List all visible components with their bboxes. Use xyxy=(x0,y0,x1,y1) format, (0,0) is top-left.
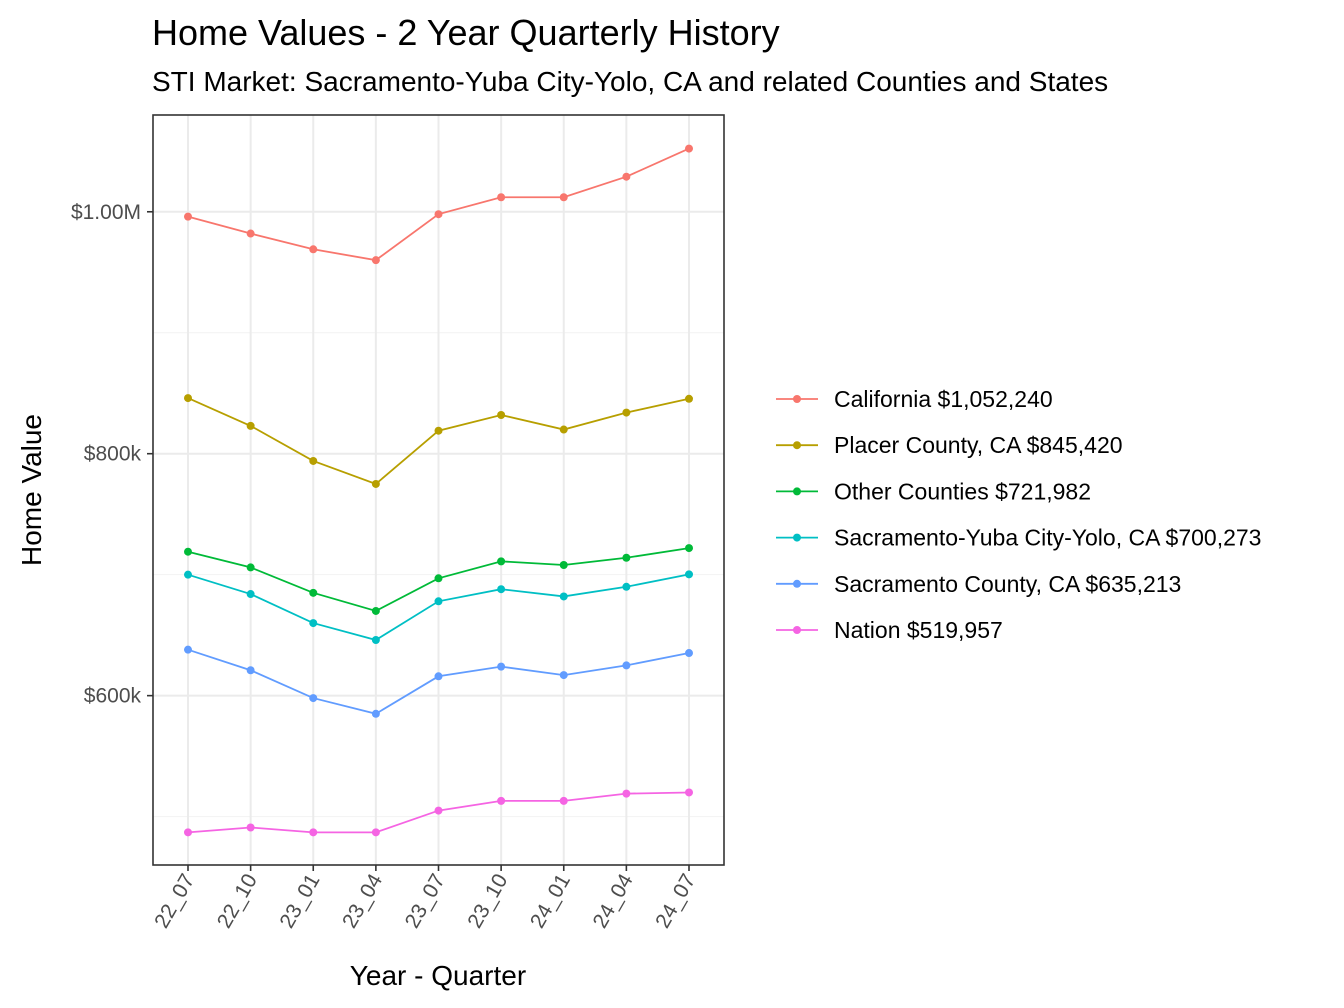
legend-item: Placer County, CA $845,420 xyxy=(776,432,1123,458)
data-point xyxy=(309,828,318,837)
legend-key-point xyxy=(793,626,801,634)
data-point xyxy=(184,828,192,837)
data-point xyxy=(309,245,318,254)
data-point xyxy=(497,193,506,202)
data-point xyxy=(685,544,693,553)
data-point xyxy=(497,585,506,594)
chart-title: Home Values - 2 Year Quarterly History xyxy=(152,12,780,53)
data-point xyxy=(371,636,380,644)
legend-item: California $1,052,240 xyxy=(776,386,1053,412)
data-point xyxy=(309,694,318,703)
data-point xyxy=(184,212,192,221)
data-point xyxy=(559,561,568,569)
series-group xyxy=(184,570,693,644)
data-point xyxy=(246,421,255,430)
x-axis-title: Year - Quarter xyxy=(350,960,526,991)
data-point xyxy=(246,229,255,238)
x-tick-label: 23_07 xyxy=(401,870,450,932)
data-point xyxy=(497,662,506,671)
data-point xyxy=(309,456,318,465)
y-tick-label: $600k xyxy=(84,685,142,708)
data-point xyxy=(497,557,506,566)
x-tick-label: 24_07 xyxy=(651,870,700,932)
legend-key-point xyxy=(793,533,801,542)
data-point xyxy=(184,570,192,579)
data-point xyxy=(184,547,192,556)
grid-lines xyxy=(153,115,724,865)
y-axis-title: Home Value xyxy=(16,414,47,566)
data-point xyxy=(371,709,380,718)
data-point xyxy=(371,479,380,488)
data-point xyxy=(559,592,568,601)
legend-item: Other Counties $721,982 xyxy=(776,478,1091,504)
data-point xyxy=(309,588,318,597)
data-point xyxy=(246,823,255,832)
x-tick-label: 23_04 xyxy=(338,870,387,932)
x-tick-label: 22_07 xyxy=(150,870,199,932)
legend-label: Sacramento County, CA $635,213 xyxy=(834,571,1181,597)
x-tick-label: 23_01 xyxy=(275,870,324,932)
data-point xyxy=(434,597,443,606)
data-point xyxy=(622,661,631,670)
data-point xyxy=(371,606,380,615)
x-tick-label: 23_10 xyxy=(463,870,512,932)
series-group xyxy=(184,544,693,615)
data-point xyxy=(559,796,568,805)
legend-key-point xyxy=(793,487,801,496)
series-group xyxy=(184,394,693,488)
y-tick-label: $1.00M xyxy=(71,201,141,224)
legend-key-point xyxy=(793,579,801,588)
series-group xyxy=(184,788,693,837)
data-point xyxy=(184,394,192,403)
data-point xyxy=(559,193,568,202)
legend: California $1,052,240 Placer County, CA $… xyxy=(776,386,1261,643)
data-point xyxy=(246,563,255,572)
data-point xyxy=(246,590,255,599)
data-point xyxy=(622,172,631,181)
data-point xyxy=(497,796,506,805)
legend-label: California $1,052,240 xyxy=(834,386,1053,412)
legend-label: Other Counties $721,982 xyxy=(834,478,1091,504)
data-point xyxy=(685,144,693,153)
data-point xyxy=(559,671,568,680)
y-tick-label: $800k xyxy=(84,443,142,466)
legend-label: Nation $519,957 xyxy=(834,617,1003,643)
legend-item: Sacramento-Yuba City-Yolo, CA $700,273 xyxy=(776,525,1261,551)
data-point xyxy=(434,210,443,219)
series-group xyxy=(184,144,693,265)
legend-key-point xyxy=(793,395,801,403)
data-point xyxy=(622,582,631,591)
series-layer xyxy=(184,144,693,837)
data-point xyxy=(622,408,631,417)
x-tick-label: 22_10 xyxy=(213,870,262,932)
series-group xyxy=(184,645,693,718)
legend-label: Sacramento-Yuba City-Yolo, CA $700,273 xyxy=(834,525,1261,551)
x-tick-label: 24_01 xyxy=(526,870,575,932)
data-point xyxy=(309,619,318,628)
data-point xyxy=(184,645,192,654)
data-point xyxy=(622,553,631,562)
data-point xyxy=(371,828,380,837)
data-point xyxy=(622,789,631,798)
legend-key-point xyxy=(793,441,801,450)
data-point xyxy=(685,649,693,658)
data-point xyxy=(434,426,443,435)
legend-item: Nation $519,957 xyxy=(776,617,1003,643)
data-point xyxy=(434,672,443,681)
x-tick-label: 24_04 xyxy=(589,870,638,932)
data-point xyxy=(685,394,693,403)
data-point xyxy=(434,574,443,583)
legend-item: Sacramento County, CA $635,213 xyxy=(776,571,1181,597)
data-point xyxy=(246,666,255,675)
legend-label: Placer County, CA $845,420 xyxy=(834,432,1123,458)
data-point xyxy=(685,570,693,579)
data-point xyxy=(497,411,506,419)
data-point xyxy=(559,425,568,434)
data-point xyxy=(371,256,380,265)
data-point xyxy=(685,788,693,797)
chart-subtitle: STI Market: Sacramento-Yuba City-Yolo, C… xyxy=(152,66,1108,97)
data-point xyxy=(434,806,443,815)
